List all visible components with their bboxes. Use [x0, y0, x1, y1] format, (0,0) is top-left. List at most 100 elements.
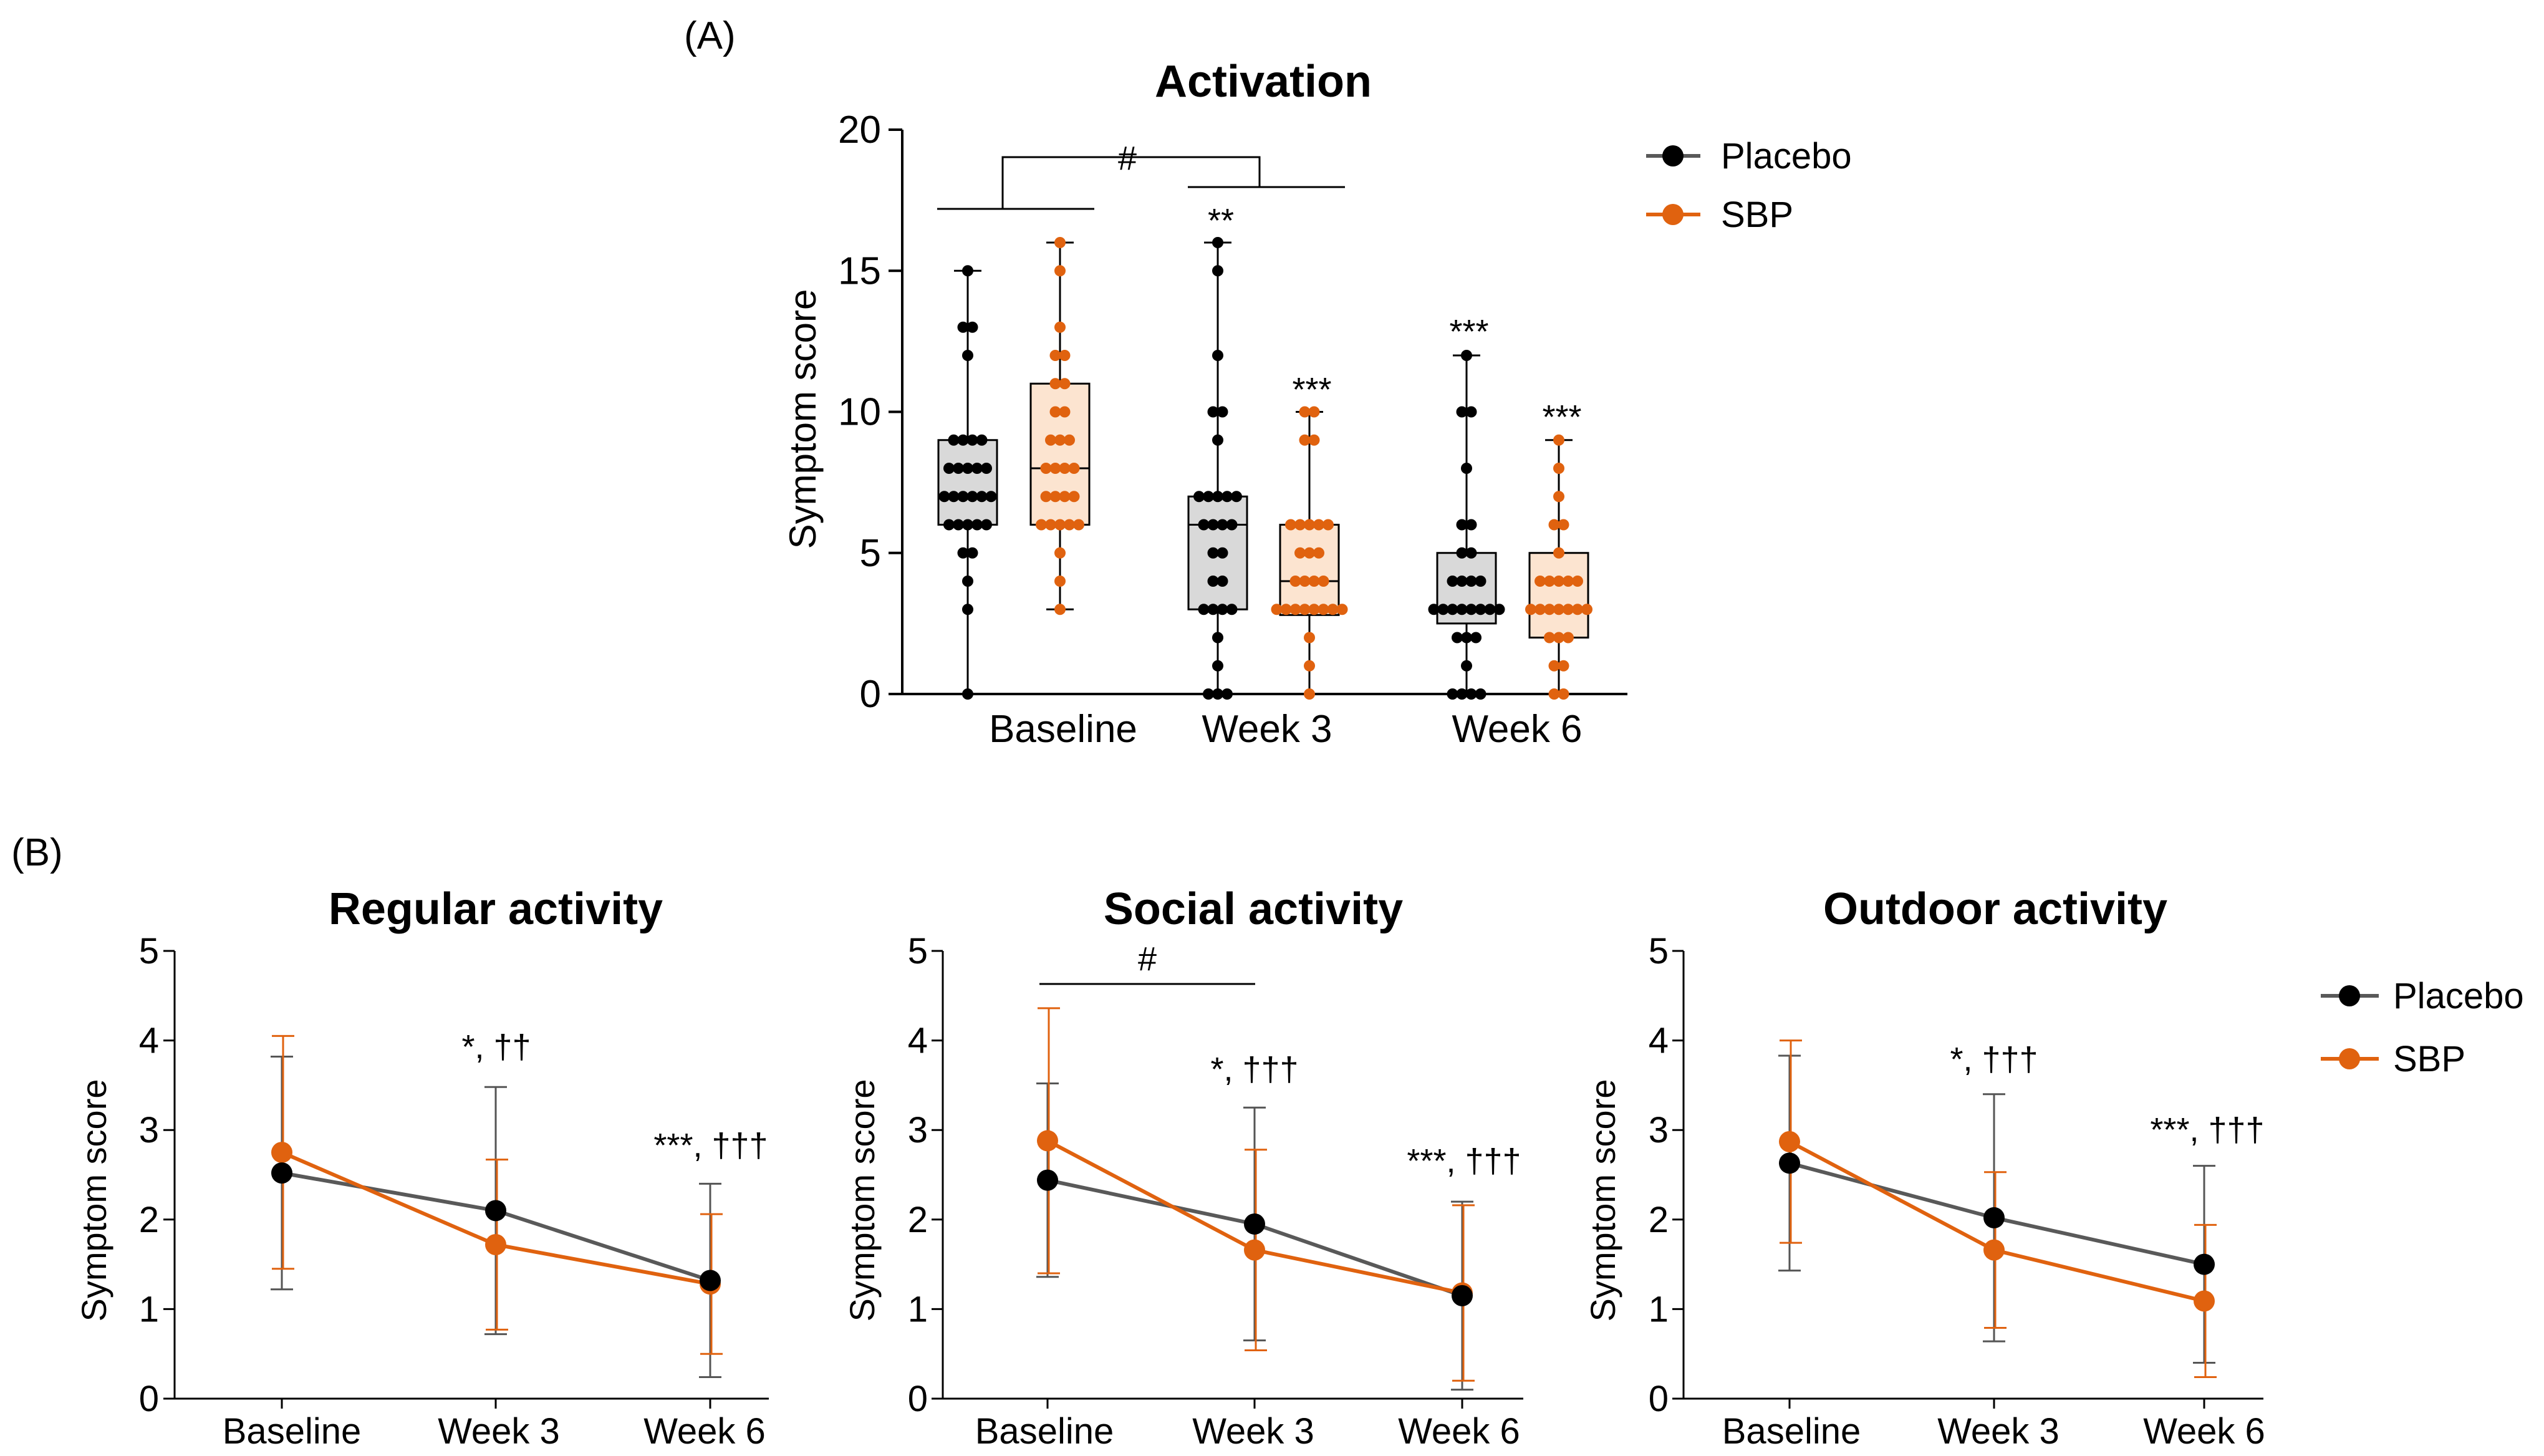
data-point [1059, 378, 1071, 390]
data-point [1465, 688, 1477, 700]
sbp-box-1 [1271, 406, 1348, 700]
data-point [1447, 576, 1458, 587]
activation-sig-sbp-week6: *** [1542, 398, 1581, 436]
data-point [1231, 491, 1242, 503]
sbp-point [1983, 1239, 2005, 1261]
legend-placebo-label: Placebo [1721, 136, 1852, 176]
regular-activity-sig-week3: *, †† [461, 1028, 531, 1066]
data-point [1054, 576, 1066, 587]
data-point [957, 434, 969, 446]
sbp-point [485, 1234, 506, 1256]
regular-activity-y-axis-label: Symptom score [74, 1079, 113, 1322]
data-point [1456, 688, 1468, 700]
data-point [1299, 604, 1311, 615]
data-point [1212, 660, 1223, 672]
social-activity-x-tick-baseline: Baseline [975, 1411, 1114, 1452]
data-point [1059, 406, 1071, 418]
y-tick-label: 3 [139, 1110, 159, 1150]
activity-legend: Placebo SBP [2321, 976, 2524, 1079]
placebo-point [1452, 1285, 1473, 1306]
data-point [957, 547, 969, 559]
sbp-point [2194, 1290, 2215, 1312]
data-point [1553, 632, 1564, 644]
data-point [1212, 434, 1223, 446]
data-point [1299, 434, 1311, 446]
data-point [1461, 660, 1472, 672]
activation-title: Activation [1155, 57, 1372, 107]
data-point [1558, 688, 1569, 700]
data-point [1212, 237, 1223, 248]
data-point [957, 491, 969, 503]
activation-x-tick-baseline: Baseline [989, 708, 1137, 751]
data-point [1572, 576, 1583, 587]
data-point [1308, 576, 1320, 587]
data-point [1068, 463, 1080, 474]
data-point [962, 604, 973, 615]
data-point [1045, 519, 1056, 531]
data-point [943, 463, 955, 474]
data-point [1207, 576, 1219, 587]
placebo-box-1 [1187, 237, 1248, 700]
data-point [1193, 491, 1205, 503]
data-point [962, 350, 973, 361]
activation-comparison-bracket [937, 156, 1345, 210]
data-point [962, 463, 973, 474]
activation-y-tick-label: 20 [838, 108, 881, 152]
data-point [1563, 632, 1574, 644]
data-point [1054, 434, 1066, 446]
y-tick-label: 1 [1649, 1289, 1669, 1329]
data-point [1535, 604, 1546, 615]
data-point [1040, 491, 1052, 503]
data-point [1553, 491, 1564, 503]
data-point [938, 491, 950, 503]
data-point [1461, 632, 1472, 644]
regular-activity-chart: Regular activity Symptom score 0 1 2 3 4 5 Ba… [74, 884, 769, 1452]
sbp-point [271, 1142, 292, 1164]
social-activity-y-axis-label: Symptom score [842, 1079, 882, 1322]
data-point [1217, 519, 1228, 531]
data-point [1294, 519, 1306, 531]
data-point [953, 463, 964, 474]
y-tick-label: 0 [139, 1379, 159, 1419]
y-tick-label: 5 [139, 931, 159, 971]
data-point [1054, 519, 1066, 531]
data-point [966, 491, 978, 503]
outdoor-activity-y-axis-label: Symptom score [1583, 1079, 1622, 1322]
legend-sbp-label: SBP [1721, 195, 1793, 235]
data-point [1544, 632, 1555, 644]
box [1528, 552, 1589, 639]
line-plot-area: 0 1 2 3 4 5 [139, 931, 769, 1419]
data-point [1308, 604, 1320, 615]
legend-b-item-sbp: SBP [2321, 1039, 2465, 1079]
legend-b-sbp-label: SBP [2393, 1039, 2465, 1079]
data-point [1064, 519, 1075, 531]
data-point [1553, 576, 1564, 587]
activation-x-tick-week6: Week 6 [1452, 708, 1582, 751]
social-activity-sig-week3: *, ††† [1210, 1051, 1298, 1088]
activation-y-tick-label: 5 [860, 532, 881, 575]
data-point [985, 491, 997, 503]
data-point [1049, 350, 1061, 361]
data-point [1323, 519, 1334, 531]
data-point [1049, 378, 1061, 390]
outdoor-activity-chart: Outdoor activity Symptom score 0 1 2 3 4 5 Ba… [1583, 884, 2524, 1452]
placebo-point [1244, 1213, 1265, 1235]
data-point [1064, 434, 1075, 446]
legend-b-placebo-label: Placebo [2393, 976, 2524, 1016]
data-point [1327, 604, 1339, 615]
data-point [1221, 491, 1233, 503]
activation-y-tick-label: 10 [838, 391, 881, 434]
data-point [1207, 519, 1219, 531]
data-point [1289, 604, 1301, 615]
data-point [1581, 604, 1592, 615]
data-point [1203, 688, 1214, 700]
social-activity-sig-baseline: # [1138, 940, 1157, 978]
data-point [1226, 519, 1238, 531]
data-point [966, 434, 978, 446]
data-point [1073, 519, 1084, 531]
data-point [1525, 604, 1536, 615]
data-point [957, 321, 969, 333]
data-point [1475, 688, 1486, 700]
data-point [1456, 604, 1468, 615]
data-point [1059, 463, 1071, 474]
